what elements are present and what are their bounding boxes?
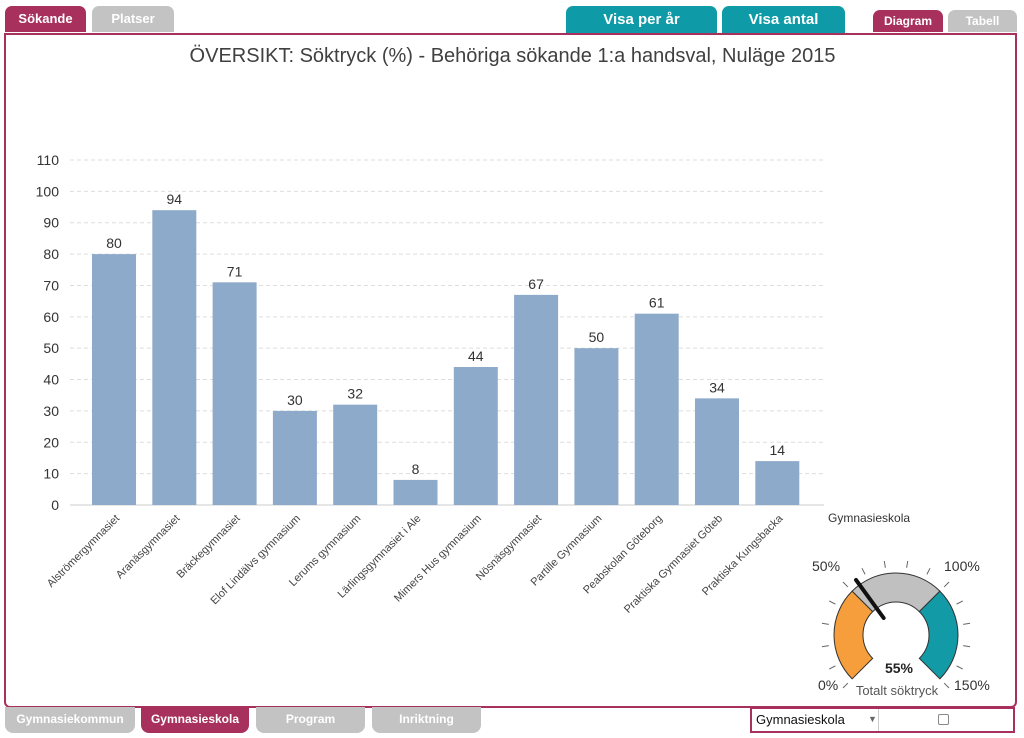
- select-divider: [878, 709, 879, 731]
- bar: [272, 410, 317, 505]
- y-tick-label: 70: [43, 277, 59, 293]
- y-tick-label: 30: [43, 403, 59, 419]
- bar: [755, 461, 800, 505]
- bar: [92, 254, 136, 505]
- gauge-tick: [883, 560, 886, 568]
- y-tick-label: 50: [43, 340, 59, 356]
- bar: [695, 398, 739, 505]
- gauge-band: [918, 590, 959, 680]
- gauge-tick: [963, 645, 971, 648]
- bar: [453, 367, 498, 505]
- gauge-label-100: 100%: [944, 558, 980, 574]
- gauge-label-50: 50%: [812, 558, 841, 574]
- gauge-tick: [956, 665, 964, 670]
- data-label: 71: [227, 263, 243, 279]
- gauge-tick: [906, 560, 909, 568]
- x-tick-label: Bräckegymnasiet: [175, 513, 243, 581]
- gauge-tick: [956, 600, 964, 605]
- gauge-label-150: 150%: [954, 677, 990, 693]
- chart-title: ÖVERSIKT: Söktryck (%) - Behöriga sökand…: [189, 45, 836, 67]
- y-tick-label: 20: [43, 434, 59, 450]
- tab-program[interactable]: Program: [256, 707, 365, 733]
- gauge-tick: [963, 622, 971, 625]
- data-label: 44: [468, 348, 484, 364]
- tab-platser[interactable]: Platser: [92, 6, 174, 32]
- x-tick-label: Alströmergymnasiet: [45, 513, 122, 590]
- data-label: 8: [412, 461, 420, 477]
- gauge-tick: [926, 567, 931, 575]
- data-label: 61: [649, 295, 665, 311]
- select-checkbox[interactable]: [938, 714, 949, 725]
- dimension-select[interactable]: Gymnasieskola ▼: [750, 707, 1015, 733]
- chevron-down-icon[interactable]: ▼: [868, 714, 877, 724]
- x-tick-label: Praktiska Gymnasiet Göteb: [622, 513, 725, 616]
- gauge-tick: [821, 645, 829, 648]
- tab-tabell[interactable]: Tabell: [948, 10, 1017, 32]
- gauge-tick: [943, 682, 950, 689]
- gauge-caption: Totalt söktryck: [855, 683, 939, 698]
- bar: [634, 313, 679, 505]
- y-tick-label: 10: [43, 466, 59, 482]
- gauge-tick: [842, 581, 849, 588]
- tab-diagram[interactable]: Diagram: [873, 10, 943, 32]
- x-tick-label: Nösnäsgymnasiet: [474, 513, 544, 583]
- data-label: 32: [347, 386, 363, 402]
- data-label: 94: [167, 191, 183, 207]
- y-tick-label: 80: [43, 246, 59, 262]
- dimension-label: Gymnasieskola: [828, 511, 911, 525]
- gauge-tick: [828, 665, 836, 670]
- gauge-value: 55%: [884, 660, 914, 676]
- data-label: 30: [287, 392, 303, 408]
- chart-panel: ÖVERSIKT: Söktryck (%) - Behöriga sökand…: [4, 33, 1017, 708]
- gauge-tick: [943, 581, 950, 588]
- bar: [333, 404, 378, 505]
- y-tick-label: 90: [43, 215, 59, 231]
- data-label: 80: [106, 235, 122, 251]
- bar: [212, 282, 257, 505]
- visa-antal-button[interactable]: Visa antal: [722, 6, 845, 34]
- gauge-label-0: 0%: [818, 677, 839, 693]
- y-tick-label: 60: [43, 309, 59, 325]
- gauge-chart: [821, 560, 971, 689]
- bar: [393, 479, 438, 505]
- y-tick-label: 100: [36, 183, 60, 199]
- gauge-needle: [854, 577, 886, 621]
- bar: [574, 348, 619, 505]
- gauge-tick: [842, 682, 849, 689]
- visa-per-ar-button[interactable]: Visa per år: [566, 6, 717, 34]
- tab-inriktning[interactable]: Inriktning: [372, 707, 481, 733]
- tab-sokande[interactable]: Sökande: [5, 6, 86, 32]
- y-tick-label: 40: [43, 372, 59, 388]
- tab-gymnasiekommun[interactable]: Gymnasiekommun: [5, 707, 135, 733]
- gauge-tick: [821, 622, 829, 625]
- bar-chart: 0 10 20 30 40 50 60 70 80 90 100 110 80 Alströmergymn…: [36, 152, 824, 616]
- data-label: 50: [589, 329, 605, 345]
- dimension-select-value: Gymnasieskola: [756, 712, 845, 727]
- tab-gymnasieskola[interactable]: Gymnasieskola: [141, 707, 249, 733]
- data-label: 67: [528, 276, 544, 292]
- x-tick-label: Aranäsgymnasiet: [114, 513, 183, 582]
- data-label: 34: [709, 379, 725, 395]
- y-tick-label: 110: [37, 152, 60, 168]
- bar: [514, 294, 559, 505]
- bar: [152, 210, 197, 505]
- data-label: 14: [770, 442, 786, 458]
- gauge-tick: [828, 600, 836, 605]
- gauge-tick: [861, 567, 866, 575]
- y-tick-label: 0: [51, 497, 59, 513]
